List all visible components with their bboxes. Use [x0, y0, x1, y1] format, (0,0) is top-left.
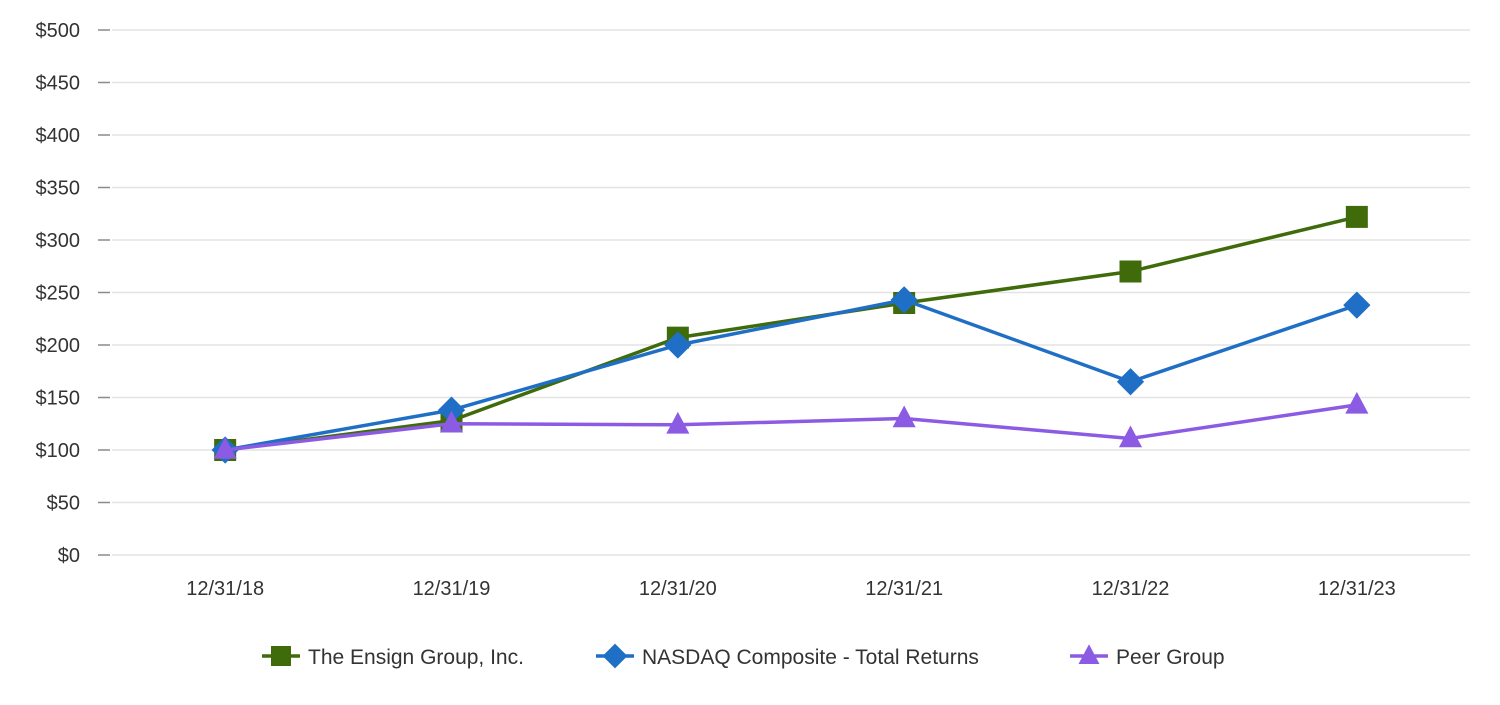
data-point-triangle [1345, 391, 1369, 414]
series-layer [211, 205, 1371, 464]
y-tick-label: $500 [36, 20, 81, 42]
y-tick-label: $150 [36, 388, 81, 410]
data-point-diamond [890, 286, 918, 314]
legend-marker-triangle [1078, 644, 1100, 664]
x-axis: 12/31/18 12/31/19 12/31/20 12/31/21 12/31/22… [186, 578, 1396, 600]
data-point-diamond [664, 331, 692, 359]
y-tick-label: $450 [36, 73, 81, 95]
x-tick-label: 12/31/23 [1318, 578, 1396, 600]
legend-label: The Ensign Group, Inc. [308, 646, 524, 669]
y-tick-label: $300 [36, 230, 81, 252]
x-tick-label: 12/31/20 [639, 578, 717, 600]
y-tick-label: $100 [36, 440, 81, 462]
legend-label: Peer Group [1116, 646, 1225, 669]
x-tick-label: 12/31/18 [186, 578, 264, 600]
series-line [224, 215, 1358, 452]
y-tick-label: $200 [36, 335, 81, 357]
data-point-triangle [439, 410, 464, 433]
data-point-diamond [1116, 368, 1145, 396]
legend-item: Peer Group [1070, 644, 1225, 669]
series-line [224, 403, 1358, 452]
data-point-square [1345, 205, 1368, 228]
legend-label: NASDAQ Composite - Total Returns [642, 646, 979, 669]
legend-marker-diamond [602, 643, 628, 669]
y-axis: $0 $50 $100 $150 $200 $250 $300 $350 $400 $450 $50… [36, 20, 110, 567]
legend-item: The Ensign Group, Inc. [262, 646, 524, 669]
data-point-triangle [1118, 425, 1143, 448]
data-point-diamond [1343, 291, 1371, 319]
x-tick-label: 12/31/19 [413, 578, 491, 600]
x-tick-label: 12/31/22 [1092, 578, 1170, 600]
legend-marker-square [271, 646, 291, 666]
data-point-triangle [666, 411, 690, 434]
legend: The Ensign Group, Inc. NASDAQ Composite -… [262, 643, 1225, 669]
y-tick-label: $400 [36, 125, 81, 147]
data-point-triangle [892, 405, 916, 428]
data-point-diamond [437, 396, 466, 424]
legend-item: NASDAQ Composite - Total Returns [596, 643, 979, 669]
series-line [224, 298, 1358, 452]
series-1 [211, 286, 1371, 464]
data-point-triangle [213, 437, 237, 459]
y-tick-label: $350 [36, 178, 81, 200]
y-tick-label: $0 [58, 545, 80, 567]
data-point-square [1119, 260, 1142, 283]
x-tick-label: 12/31/21 [865, 578, 943, 600]
y-tick-label: $250 [36, 283, 81, 305]
series-2 [213, 391, 1369, 459]
y-tick-label: $50 [47, 493, 80, 515]
grid-layer [112, 29, 1470, 556]
